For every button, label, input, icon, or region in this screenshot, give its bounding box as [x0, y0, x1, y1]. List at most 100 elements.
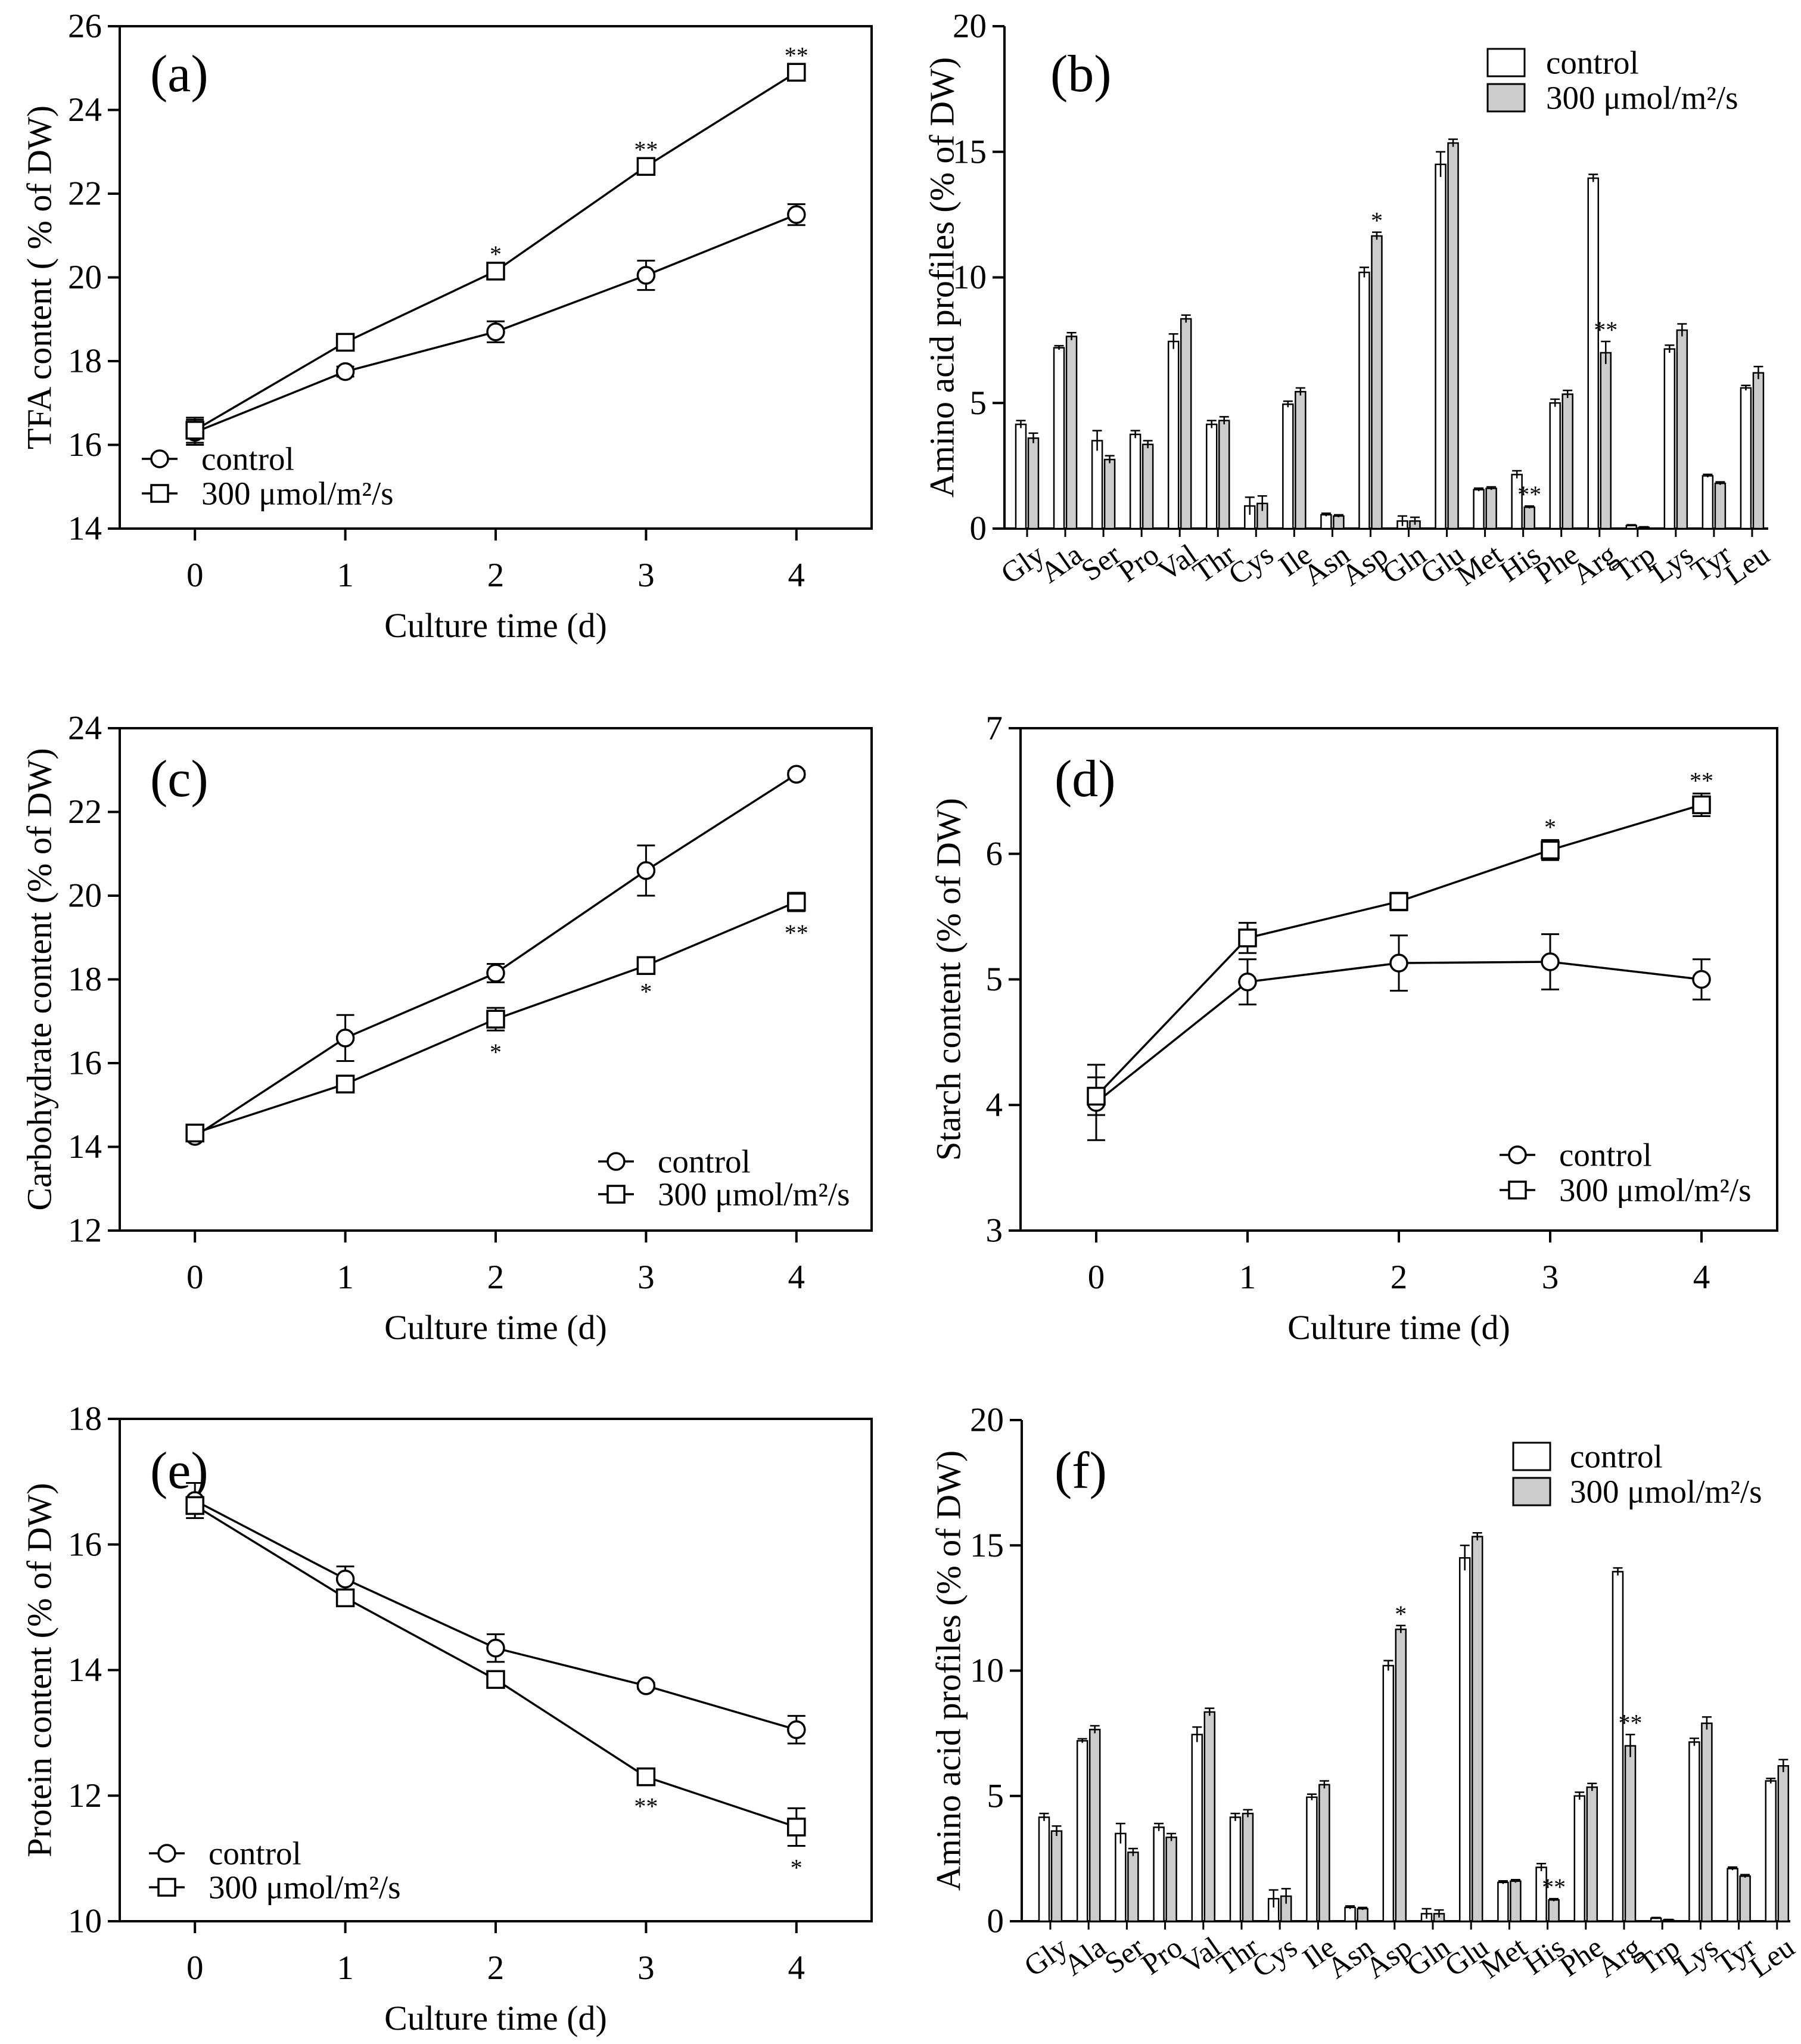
bar-300-umol-glu — [1447, 142, 1459, 530]
panel-label: (f) — [1055, 1442, 1107, 1500]
error-bar-300-umol-asn — [1333, 514, 1343, 518]
y-tick-label: 10 — [953, 259, 987, 296]
bar-300-umol-his — [1523, 506, 1535, 530]
significance-mark: ** — [634, 1793, 658, 1819]
bar-300-umol-ser — [1127, 1852, 1139, 1922]
error-bar-300-umol-tyr — [1740, 1874, 1750, 1878]
bar-300-umol-ala — [1065, 336, 1078, 530]
error-bar-control-pro — [1130, 430, 1140, 439]
x-tick-label: 2 — [487, 1949, 505, 1987]
bar-300-umol-ser — [1103, 458, 1116, 530]
y-tick-label: 20 — [953, 8, 987, 45]
data-point-control-day-1 — [335, 1029, 355, 1048]
data-point-control-day-4 — [787, 1720, 806, 1739]
legend-marker — [1508, 1145, 1527, 1164]
legend-label: 300 μmol/m²/s — [1559, 1172, 1752, 1209]
y-tick-label: 18 — [68, 1400, 102, 1438]
y-tick-label: 5 — [986, 961, 1003, 998]
bar-300-umol-val — [1203, 1711, 1216, 1922]
bar-control-leu — [1765, 1780, 1777, 1922]
error-bar-control-ile — [1283, 400, 1293, 408]
data-point-300-umol-day-3 — [1541, 840, 1560, 860]
bar-300-umol-pro — [1141, 443, 1154, 530]
legend-item-300-umol: 300 μmol/m²/s — [1486, 80, 1738, 116]
y-axis-label: TFA content ( % of DW) — [20, 105, 59, 449]
error-bar-300-umol-cys — [1257, 495, 1267, 511]
y-tick-label: 16 — [68, 1045, 102, 1082]
x-tick-label: 3 — [637, 1949, 655, 1987]
bar-300-umol-arg — [1600, 352, 1612, 530]
error-bar-300-umol-trp — [1639, 526, 1649, 528]
error-bar-300-umol-pro — [1167, 1832, 1177, 1841]
category-label: Leu — [1743, 1930, 1800, 1984]
data-point-control-day-3 — [1541, 952, 1560, 971]
y-tick-label: 20 — [970, 1402, 1004, 1439]
error-bar-300-umol-ile — [1295, 387, 1305, 396]
significance-mark: * — [490, 1039, 502, 1066]
y-tick-label: 14 — [68, 1651, 102, 1689]
legend-item-300-umol: 300 μmol/m²/s — [598, 1176, 850, 1213]
error-bar-control-arg — [1588, 173, 1598, 182]
significance-mark: * — [1395, 1601, 1407, 1627]
legend-label: control — [1546, 45, 1639, 81]
x-tick-label: 2 — [487, 1259, 505, 1296]
error-bar-300-umol-tyr — [1715, 481, 1725, 485]
data-point-300-umol-day-1 — [335, 1074, 355, 1094]
bar-control-asp — [1382, 1664, 1395, 1922]
data-point-300-umol-day-1 — [335, 1588, 355, 1608]
bar-300-umol-ala — [1088, 1729, 1101, 1922]
bar-300-umol-lys — [1676, 329, 1688, 530]
error-bar-300-umol-asp — [1396, 1624, 1406, 1633]
error-bar-control-glu — [1460, 1545, 1470, 1571]
y-tick-label: 26 — [68, 8, 102, 45]
error-bar-300-umol-val — [1205, 1707, 1215, 1716]
y-tick-label: 15 — [970, 1527, 1004, 1564]
x-tick-label: 4 — [788, 1259, 805, 1296]
error-bar-control-tyr — [1703, 473, 1713, 478]
error-bar-300-umol-met — [1510, 1878, 1520, 1883]
x-tick-label: 1 — [337, 1949, 354, 1987]
y-tick-label: 14 — [68, 510, 102, 548]
y-axis-label: Starch content (% of DW) — [929, 798, 968, 1161]
error-bar-control-met — [1498, 1880, 1508, 1884]
legend-item-control: control — [1500, 1137, 1652, 1173]
bar-control-ala — [1053, 347, 1065, 530]
legend-label: 300 μmol/m²/s — [1546, 80, 1738, 116]
x-tick-label: 2 — [1391, 1259, 1408, 1296]
x-tick-label: 4 — [788, 557, 805, 594]
y-axis-label: Amino acid profiles (% of DW) — [929, 1450, 968, 1891]
legend-swatch — [1512, 1442, 1551, 1471]
panel-label: (c) — [150, 750, 209, 808]
legend-label: 300 μmol/m²/s — [1570, 1474, 1762, 1510]
data-point-control-day-4 — [787, 205, 806, 224]
y-tick-label: 22 — [68, 175, 102, 213]
data-point-control-day-3 — [636, 861, 656, 880]
data-point-control-day-2 — [486, 1638, 505, 1658]
y-tick-label: 20 — [68, 877, 102, 915]
bar-control-ser — [1091, 440, 1103, 530]
legend-marker — [150, 449, 169, 468]
y-tick-label: 4 — [986, 1086, 1003, 1124]
legend-marker — [606, 1152, 626, 1171]
x-tick-label: 1 — [337, 1259, 354, 1296]
error-bar-300-umol-leu — [1778, 1759, 1788, 1772]
bar-300-umol-phe — [1586, 1786, 1598, 1922]
bar-300-umol-gly — [1050, 1830, 1063, 1922]
y-tick-label: 18 — [68, 343, 102, 380]
x-tick-label: 3 — [637, 557, 655, 594]
error-bar-control-gly — [1016, 420, 1026, 428]
error-bar-300-umol-gln — [1410, 516, 1420, 525]
legend-label: 300 μmol/m²/s — [201, 476, 394, 512]
error-bar-control-trp — [1626, 524, 1637, 527]
significance-mark: * — [1544, 814, 1556, 841]
error-bar-control-trp — [1651, 1916, 1661, 1919]
error-bar-300-umol-arg — [1625, 1734, 1635, 1757]
error-bar-300-umol-ala — [1090, 1725, 1100, 1734]
bar-control-gly — [1038, 1816, 1050, 1922]
legend-item-300-umol: 300 μmol/m²/s — [1500, 1172, 1752, 1209]
error-bar-control-pro — [1154, 1822, 1164, 1831]
